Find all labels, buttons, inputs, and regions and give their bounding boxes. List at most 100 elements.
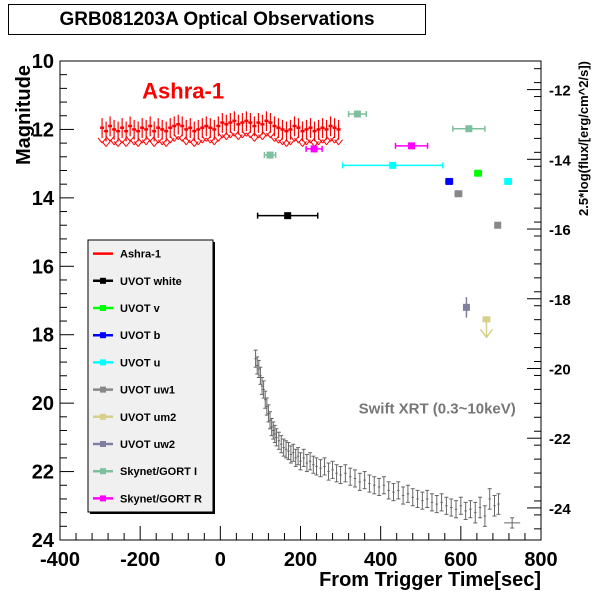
data-point	[465, 125, 473, 133]
limit-arrow	[479, 328, 494, 339]
ashra-limit-arrow	[201, 137, 207, 144]
ashra-limit-arrow	[105, 135, 111, 142]
ashra-limit-arrow	[302, 141, 307, 147]
ashra-limit-arrow	[314, 139, 319, 146]
legend-item: UVOT u	[93, 357, 160, 369]
ashra-limit-arrow	[161, 139, 167, 146]
legend-swatch-marker	[100, 332, 106, 339]
x-tick-label: 0	[215, 549, 226, 571]
ashra-limit-arrow	[334, 139, 339, 146]
series-uvot-u	[341, 161, 513, 185]
ashra-limit-arrow	[318, 139, 323, 146]
ashra-limit-arrow	[258, 134, 263, 141]
legend-item: Skynet/GORT R	[93, 493, 202, 505]
ashra-limit-arrow	[306, 139, 311, 146]
ashra-limit-arrow	[326, 135, 331, 142]
ashra-limit-arrow	[157, 139, 163, 146]
legend-item: UVOT um2	[93, 412, 176, 424]
y-tick-label: 18	[32, 325, 54, 347]
y-tick-label: 24	[32, 530, 55, 552]
y-tick-label: 22	[32, 462, 54, 484]
ashra-limit-arrow	[294, 137, 299, 144]
ashra-limit-arrow	[141, 137, 147, 144]
legend-label: Ashra-1	[120, 249, 161, 261]
legend-swatch-marker	[100, 413, 106, 420]
legend-item: Ashra-1	[93, 249, 161, 261]
legend-label: Skynet/GORT R	[120, 493, 202, 505]
ashra-limit-arrow	[129, 139, 135, 146]
ashra-limit-arrow	[133, 139, 139, 146]
ashra-limit-arrow	[213, 135, 219, 142]
ashra-limit-arrow	[241, 132, 247, 139]
ashra-limit-arrow	[266, 130, 271, 137]
legend-swatch-marker	[100, 386, 106, 393]
legend-swatch-marker	[100, 277, 106, 284]
y2-axis-label: 2.5*log(flux/[erg/cm^2/s])	[576, 61, 591, 216]
data-point	[353, 110, 361, 118]
ashra-limit-arrow	[197, 137, 203, 144]
ashra-limit-arrow	[334, 137, 339, 144]
ashra-limit-arrow	[185, 137, 191, 144]
ashra-limit-arrow	[221, 134, 227, 141]
ashra-limit-arrow	[217, 132, 223, 139]
ashra-limit-arrow	[197, 139, 203, 146]
ashra-limit-arrow	[205, 137, 211, 144]
ashra-limit-arrow	[137, 137, 143, 144]
ashra-limit-arrow	[193, 141, 199, 147]
legend-box	[87, 239, 214, 513]
y2-tick-label: -16	[549, 222, 571, 239]
ashra-limit-arrow	[221, 132, 227, 139]
y-tick-label: 20	[32, 393, 54, 415]
data-point	[445, 177, 453, 185]
legend-label: UVOT white	[120, 276, 182, 288]
data-point	[266, 151, 274, 159]
ashra-limit-arrow	[229, 132, 235, 139]
data-point	[494, 221, 502, 229]
legend-label: UVOT u	[120, 357, 160, 369]
ashra-limit-arrow	[298, 141, 303, 147]
ashra-limit-arrow	[294, 135, 299, 142]
ashra-limit-arrow	[250, 135, 255, 142]
x-axis-label: From Trigger Time[sec]	[319, 569, 541, 591]
ashra-limit-arrow	[145, 135, 151, 142]
y-tick-label: 14	[32, 188, 55, 210]
legend-swatch-marker	[100, 359, 106, 366]
ashra-limit-arrow	[113, 141, 119, 147]
legend-item: UVOT white	[93, 276, 182, 288]
ashra-limit-arrow	[105, 141, 111, 147]
ashra-limit-arrow	[286, 141, 291, 147]
series-uvot-v	[474, 169, 483, 177]
series-uvot-um2	[479, 316, 494, 339]
annotation-xrt: Swift XRT (0.3~10keV)	[359, 400, 516, 417]
series-skynet-gort-i	[263, 110, 486, 159]
ashra-limit-arrow	[205, 135, 211, 142]
ashra-limit-arrow	[270, 135, 275, 142]
ashra-limit-arrow	[237, 134, 243, 141]
legend-swatch-marker	[100, 305, 106, 311]
ashra-limit-arrow	[165, 137, 171, 144]
series-uvot-b	[445, 177, 454, 185]
legend-label: UVOT uw2	[120, 439, 175, 451]
ashra-limit-arrow	[262, 130, 267, 137]
ashra-limit-arrow	[97, 137, 103, 144]
ashra-limit-arrow	[330, 137, 335, 144]
ashra-limit-arrow	[282, 139, 287, 146]
ashra-limit-arrow	[209, 139, 215, 146]
ashra-limit-arrow	[318, 137, 323, 144]
y2-tick-label: -24	[549, 501, 571, 518]
legend: Ashra-1 UVOT white UVOT v UVOT b UVOT u UVOT …	[87, 239, 215, 514]
ashra-limit-arrow	[177, 135, 183, 142]
series-uvot-uw2	[462, 297, 470, 318]
ashra-limit-arrow	[338, 139, 343, 146]
ashra-limit-arrow	[322, 139, 327, 146]
ashra-limit-arrow	[286, 139, 291, 146]
ashra-limit-arrow	[101, 141, 107, 147]
legend-swatch-marker	[100, 468, 106, 475]
ashra-limit-arrow	[278, 139, 283, 146]
ashra-limit-arrow	[117, 137, 123, 144]
data-point	[389, 161, 397, 169]
x-tick-label: 400	[364, 549, 397, 571]
legend-item: UVOT b	[93, 330, 161, 342]
data-point	[474, 169, 482, 177]
